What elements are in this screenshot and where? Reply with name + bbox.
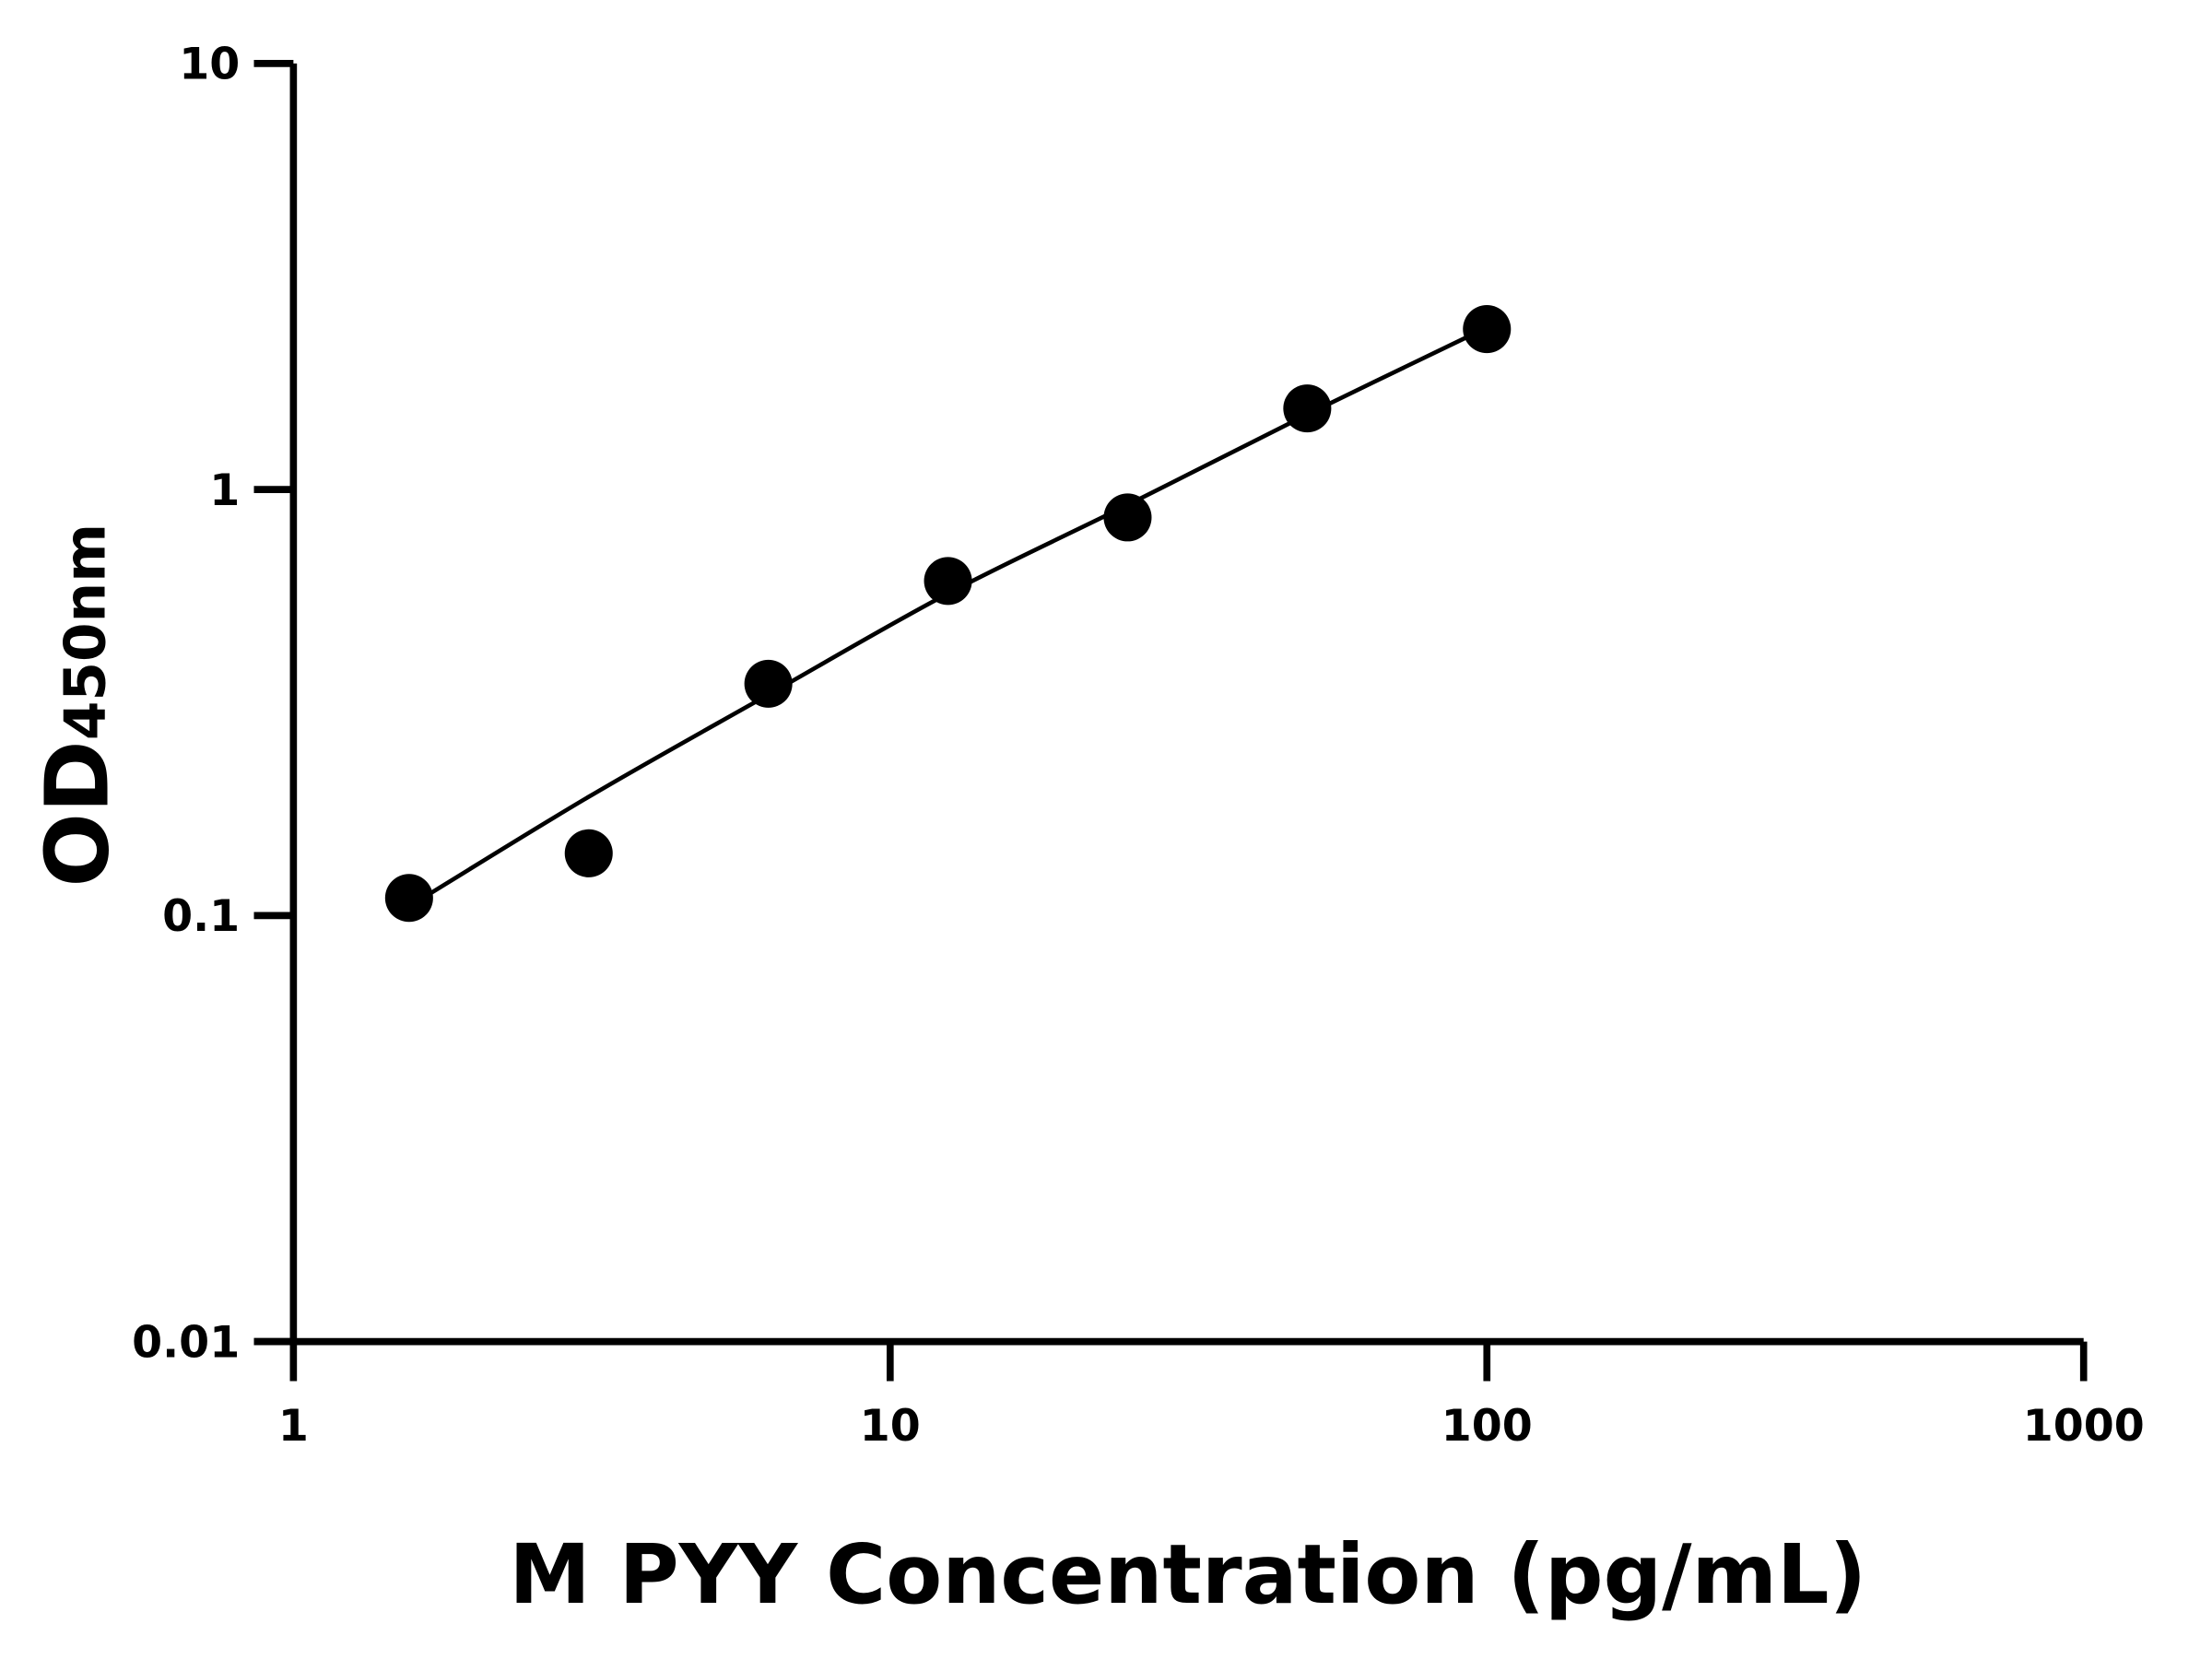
data-point xyxy=(564,829,613,877)
y-tick-label: 0.01 xyxy=(132,1317,240,1368)
data-point xyxy=(924,557,972,606)
data-point xyxy=(1463,305,1512,354)
x-tick-label: 10 xyxy=(860,1401,921,1452)
y-axis-title-main: OD xyxy=(27,740,128,887)
y-tick-label: 0.1 xyxy=(162,891,240,942)
data-points-layer xyxy=(384,305,1512,923)
y-tick-label: 10 xyxy=(179,40,240,90)
data-point xyxy=(1283,384,1332,433)
x-axis-title: M PYY Concentration (pg/mL) xyxy=(509,1527,1866,1622)
data-point xyxy=(744,659,793,708)
y-axis-title: OD450nm xyxy=(27,524,128,888)
y-tick-label: 1 xyxy=(209,465,240,516)
x-tick-label: 100 xyxy=(1441,1401,1533,1452)
data-point xyxy=(384,874,433,923)
x-tick-label: 1000 xyxy=(2023,1401,2145,1452)
axes: 1 10 100 1000 0.01 0.1 1 10 xyxy=(132,40,2145,1452)
data-point xyxy=(1103,493,1152,542)
y-axis-title-subscript: 450nm xyxy=(53,524,118,740)
x-tick-label: 1 xyxy=(278,1401,309,1452)
